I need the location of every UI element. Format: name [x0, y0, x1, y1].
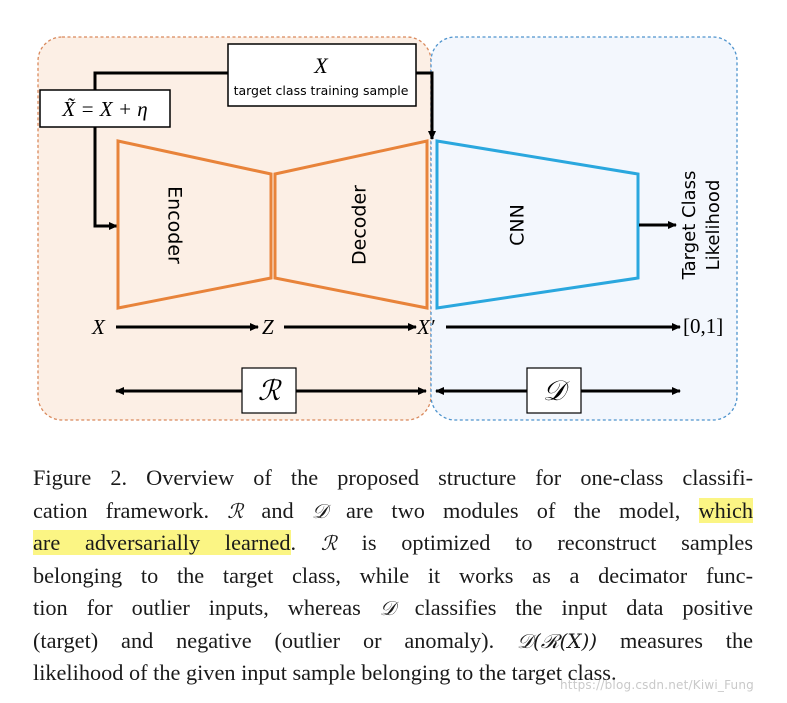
caption-text: tion for outlier inputs, whereas: [33, 595, 380, 620]
flow-range-label: [0,1]: [683, 314, 723, 338]
encoder-block: [116, 139, 273, 310]
caption-symbol-d: 𝒟: [379, 596, 396, 620]
caption-symbol-d: 𝒟: [311, 498, 328, 523]
caption-text: and: [243, 497, 312, 523]
caption-highlight: which: [698, 497, 754, 523]
module-d-badge: [526, 367, 582, 414]
caption-line-6: (target) and negative (outlier or anomal…: [33, 625, 753, 658]
caption-text: (target) and negative (outlier or anomal…: [33, 627, 517, 653]
noise-to-encoder-arrow: [93, 127, 118, 230]
watermark: https://blog.csdn.net/Kiwi_Fung: [560, 678, 754, 692]
module-r-panel: [37, 36, 432, 421]
caption-expression: 𝒟(ℛ(X)): [517, 628, 598, 653]
noisy-input-formula: X̃ = X + η: [61, 97, 147, 121]
cnn-block: [435, 139, 640, 310]
caption-highlight: are adversarially learned: [33, 530, 291, 555]
caption-text: is optimized to reconstruct samples: [336, 530, 754, 555]
caption-text: measures the: [597, 627, 753, 653]
sample-to-noise-connector: [93, 71, 228, 90]
training-sample-x-label: X: [313, 53, 329, 78]
caption-line-2: cation framework. ℛ and 𝒟 are two module…: [33, 495, 754, 528]
module-r-badge: [241, 367, 297, 414]
decoder-block: [273, 139, 429, 310]
caption-symbol-r: ℛ: [227, 498, 244, 523]
caption-line-7: likelihood of the given input sample bel…: [33, 660, 617, 685]
encoder-label: Encoder: [164, 186, 186, 264]
noisy-input-box: [39, 89, 171, 128]
output-label-line2: Likelihood: [703, 180, 724, 271]
cnn-label: CNN: [507, 204, 529, 246]
flow-x-label: X: [91, 315, 106, 339]
caption-line-4: belonging to the target class, while it …: [33, 562, 753, 588]
architecture-diagram: X target class training sample X̃ = X + …: [37, 36, 738, 421]
sample-to-cnn-arrow: [416, 71, 436, 140]
caption-line-5: tion for outlier inputs, whereas 𝒟 class…: [33, 592, 753, 625]
caption-line-3: are adversarially learned. ℛ is optimize…: [33, 527, 753, 560]
decoder-label: Decoder: [349, 185, 371, 265]
caption-text: classifies the input data positive: [395, 595, 753, 620]
output-label-line1: Target Class: [679, 171, 700, 281]
module-d-panel: [430, 36, 738, 421]
figure-caption: Figure 2. Overview of the proposed struc…: [33, 462, 754, 690]
caption-text: cation framework.: [33, 497, 210, 523]
caption-text: .: [290, 530, 321, 555]
caption-line-1: Figure 2. Overview of the proposed struc…: [33, 465, 753, 490]
training-sample-box: [227, 43, 417, 107]
caption-text: are two modules of the model,: [327, 497, 699, 523]
training-sample-sublabel: target class training sample: [234, 83, 409, 98]
flow-xprime-label: X′: [416, 315, 435, 339]
flow-z-label: Z: [262, 315, 274, 339]
caption-symbol-r: ℛ: [320, 531, 337, 555]
module-r-symbol: ℛ: [258, 374, 282, 407]
